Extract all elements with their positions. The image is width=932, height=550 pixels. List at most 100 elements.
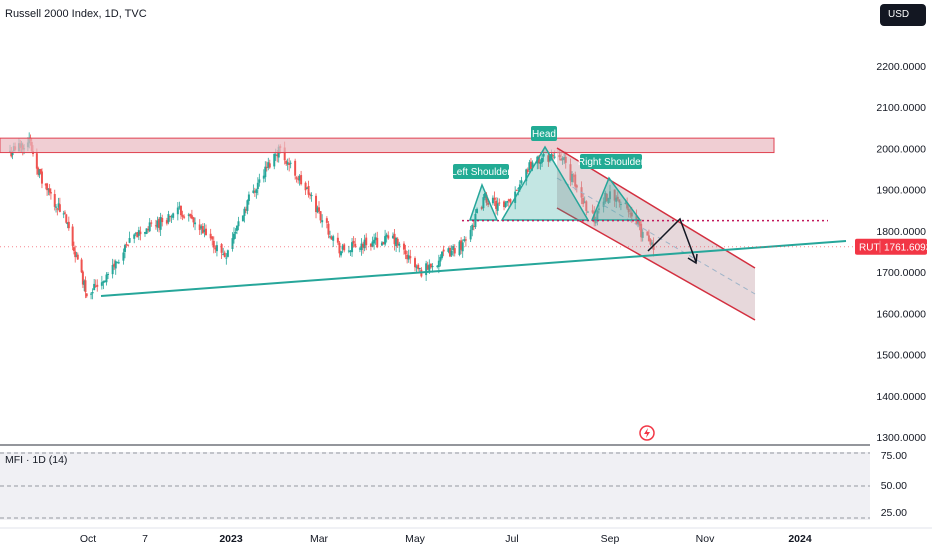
candle-body [496,203,499,211]
candle-body [329,236,332,238]
candle-body [518,184,521,190]
candle-body [267,162,270,168]
price-tag-box [855,238,927,255]
candle-body [38,169,41,176]
candle [215,241,218,257]
candle-body [460,240,463,250]
candle-body [637,221,640,224]
candle-body [111,264,114,275]
candle-body [469,229,472,240]
candle [436,265,439,269]
candle [652,237,655,257]
candle [525,168,528,186]
candle-body [596,210,599,221]
candle [476,207,479,214]
candle-body [409,256,412,259]
candle [67,216,70,231]
candle-body [563,156,566,161]
candle-body [597,208,600,210]
mfi-tick-label: 50.00 [881,480,907,492]
candle [607,197,610,204]
candle [159,212,162,236]
candle [629,208,632,218]
candle [255,188,258,199]
candle [53,189,56,211]
candle [417,263,420,272]
candle-body [321,220,324,223]
candle-body [91,292,94,294]
candle [429,263,432,269]
candle-body [235,225,238,231]
candle [231,232,234,252]
candle [503,200,506,211]
candle [58,197,61,213]
y-tick-label: 1900.0000 [876,185,926,197]
candle [463,236,466,243]
candle-body [307,185,310,195]
candle-body [103,280,106,282]
candle [80,257,83,274]
candle [310,192,313,202]
candle-body [436,265,439,267]
candle-body [49,192,52,194]
candle-body [128,238,131,243]
candle-body [594,220,597,224]
candle [483,192,486,201]
candle [563,151,566,165]
candle-body [464,239,467,241]
resistance-zone [0,137,775,154]
candle [618,199,621,208]
candle-body [652,243,655,250]
candle [178,201,181,210]
candle-body [265,166,268,168]
candle [309,192,312,200]
candle-body [336,237,339,243]
candle [201,223,204,234]
candle-body [258,179,261,183]
candle [585,200,588,216]
candle-body [485,194,488,203]
candle-body [493,197,496,200]
candle [183,214,186,220]
candle [49,188,52,200]
candle [226,249,229,258]
price-tag-value: 1761.6093 [884,243,932,254]
candle [234,228,237,239]
candle [373,233,376,250]
x-tick-label: 2023 [219,533,243,545]
candle [225,253,228,265]
candle-body [506,200,509,203]
candle [329,230,332,239]
candle [646,231,649,236]
candle-body [373,239,376,244]
candle-body [558,155,561,158]
candle-body [58,204,61,212]
candle [414,256,416,272]
candle-body [647,235,650,242]
candle [237,216,240,231]
candle-body [57,203,60,208]
candle [294,158,297,180]
candle-body [327,223,330,235]
candle [404,244,407,260]
candle-body [94,285,97,287]
candle [448,245,451,258]
candle [498,198,501,206]
candle [297,175,300,184]
candle-body [539,161,542,164]
candle-body [626,202,629,209]
candle [57,197,60,211]
candle [222,247,225,256]
candle-body [452,246,455,251]
candle [190,209,193,220]
candle [181,210,184,221]
candle [460,237,463,255]
candle-body [387,235,390,239]
candle [441,251,444,260]
candle-body [316,207,319,213]
currency-button[interactable]: USD [880,4,926,26]
candle [515,189,518,191]
candle-body [425,263,428,276]
x-tick-label: 7 [142,533,148,545]
